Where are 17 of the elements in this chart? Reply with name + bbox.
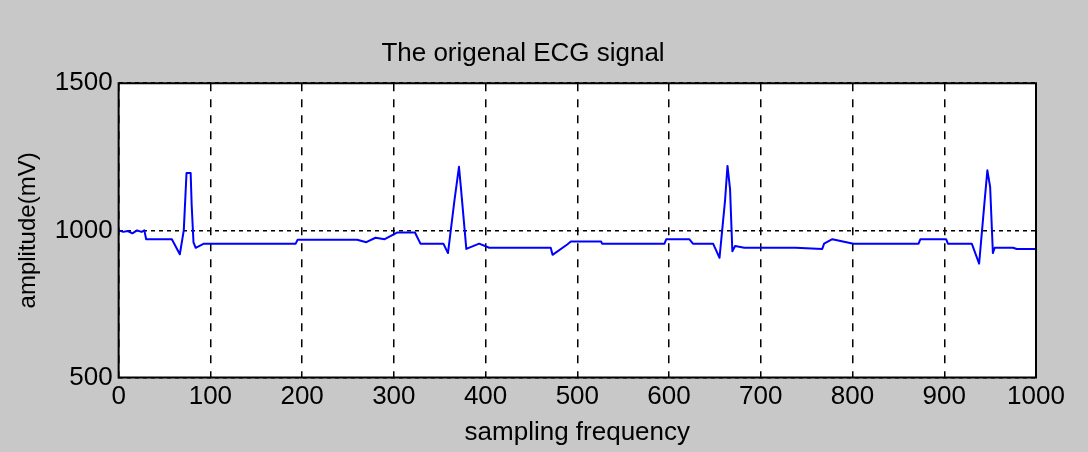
- x-tick-label: 600: [647, 380, 691, 411]
- x-tick-label: 800: [830, 380, 875, 411]
- x-tick-label: 0: [111, 380, 126, 411]
- x-tick-label: 1000: [1007, 380, 1065, 411]
- x-tick-label: 500: [555, 380, 600, 411]
- chart-title: The origenal ECG signal: [381, 36, 665, 67]
- x-axis-title: sampling frequency: [464, 415, 691, 446]
- x-tick-label: 400: [463, 380, 508, 411]
- y-axis-title: amplitude(mV): [13, 152, 41, 309]
- y-tick-label: 500: [69, 360, 113, 391]
- y-tick-label: 1000: [54, 213, 113, 244]
- x-tick-label: 100: [188, 380, 233, 411]
- x-tick-label: 900: [922, 380, 966, 411]
- x-tick-label: 200: [280, 380, 324, 411]
- x-tick-label: 300: [372, 380, 416, 411]
- y-tick-label: 1500: [54, 66, 113, 97]
- x-tick-label: 700: [739, 380, 783, 411]
